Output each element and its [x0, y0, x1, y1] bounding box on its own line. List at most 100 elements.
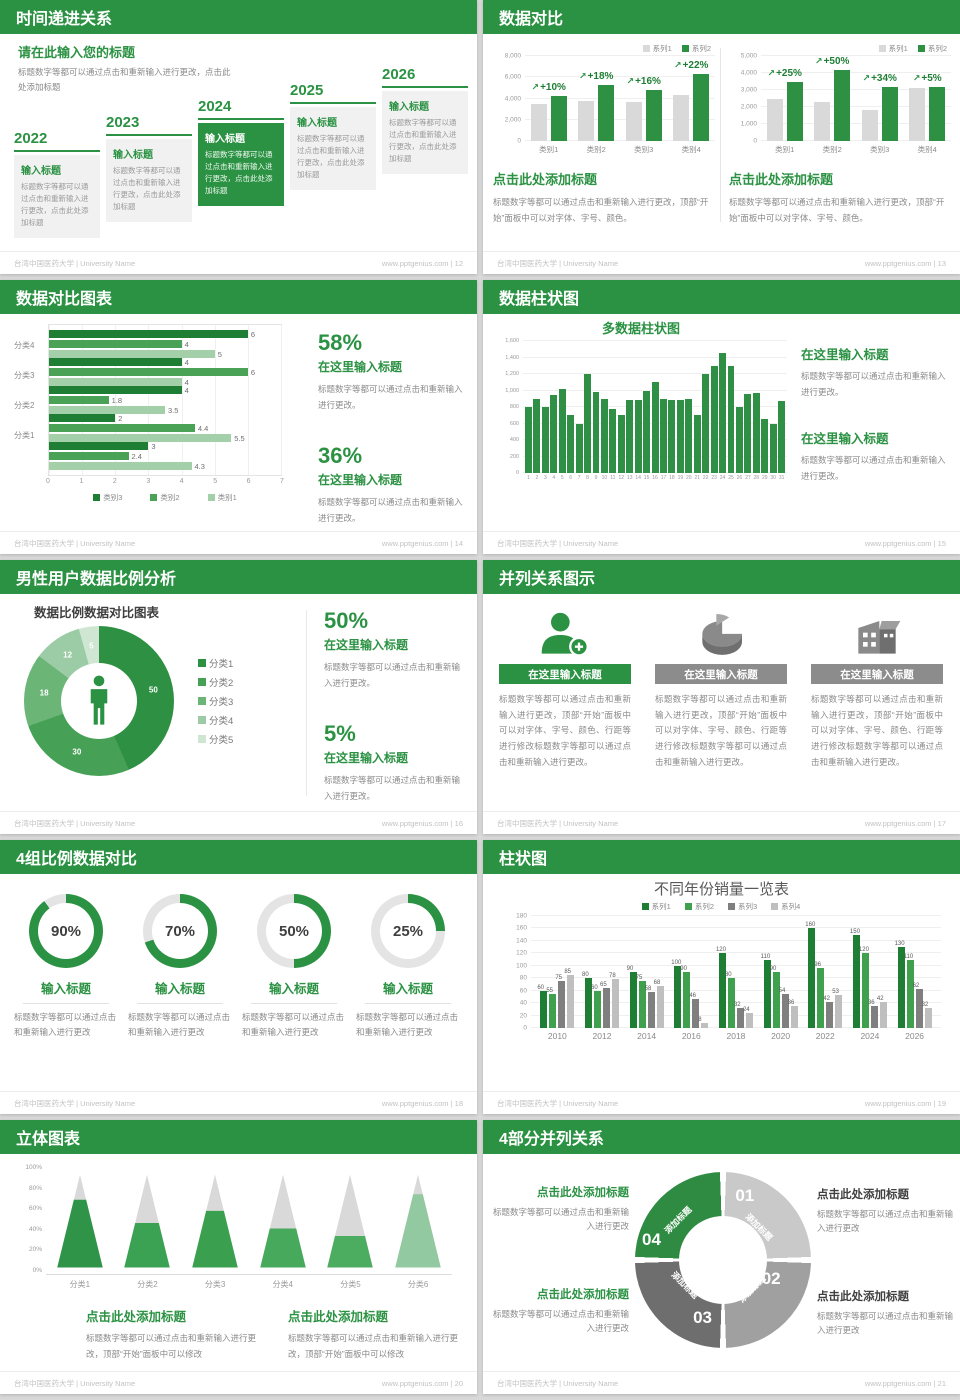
slide-header: 时间递进关系 [0, 0, 477, 34]
timeline-step-2022: 2022 输入标题 标题数字等都可以通过点击和重新输入进行更改，点击此处添加标题 [14, 130, 100, 238]
slide-header: 数据对比图表 [0, 280, 477, 314]
bar-column: 42 [823, 916, 834, 1028]
bar [49, 462, 192, 470]
bar-groups: 60 55 75 85 80 60 65 78 90 75 58 68 100 90 46 8 120 80 32 2… [531, 916, 941, 1028]
slide-title: 数据对比图表 [16, 291, 113, 308]
x-tick: 2020 [771, 1031, 791, 1041]
x-tick: 4 [179, 478, 184, 485]
bar-group: ↗ +50% [809, 56, 857, 141]
legend-label: 分类1 [209, 659, 234, 670]
bar-group: ↗ +18% [573, 56, 621, 141]
slide-title: 4部分并列关系 [499, 1131, 604, 1148]
bar [541, 407, 549, 473]
legend-label: 系列1 [888, 43, 908, 53]
stats-column: 50% 在这里输入标题 标题数字等都可以通过点击和重新输入进行更改。 5% 在这… [324, 608, 462, 805]
slide-column-chart[interactable]: 数据柱状图 多数据柱状图 0 200 400 600 800 1,000 1,200 1,40… [483, 280, 960, 554]
y-tick: 8,000 [504, 52, 521, 60]
slide-title: 数据对比 [499, 11, 564, 28]
bar [906, 959, 914, 1028]
wedge-value: 50 [148, 685, 158, 695]
chart-plot: 0 2,000 4,000 6,000 8,000 ↗ +10% ↗ +18% ↗ +16% ↗ +22… [505, 53, 715, 145]
bar [786, 81, 803, 141]
bar [719, 353, 726, 473]
bar-value: 4 [184, 385, 189, 395]
slide-timeline[interactable]: 时间递进关系 请在此输入您的标题 标题数字等都可以通过点击和重新输入进行更改，点… [0, 0, 477, 274]
up-arrow-icon: ↗ [674, 60, 682, 71]
bar-line: 4.4 [49, 424, 281, 433]
x-tick: 14 [635, 475, 641, 481]
x-tick: 类别2 [822, 145, 842, 154]
y-tick: 0 [523, 1024, 527, 1032]
block-title: 点击此处添加标题 [729, 172, 834, 187]
block-title: 点击此处添加标题 [537, 1289, 629, 1301]
text-block-top-right: 点击此处添加标题 标题数字等都可以通过点击和重新输入进行更改 [817, 1186, 957, 1236]
x-tick: 15 [643, 475, 650, 481]
bar [736, 1008, 744, 1028]
bar-value: 1.8 [111, 395, 123, 405]
x-tick: 分类4 [272, 1280, 294, 1289]
slide-parallel-relation[interactable]: 并列关系图示 在这里输入标题 标题数字等都可以通过点击和重新输入进行更改，顶部“… [483, 560, 960, 834]
bar [692, 999, 700, 1028]
slide-four-parts[interactable]: 4部分并列关系 01 添加标题 02 添加标题 03 添加标题 04 添加标题 点击此处添加标… [483, 1120, 960, 1394]
slide-footer: 台湾中国医药大学 | University Name www.pptgenius… [483, 811, 960, 834]
growth-label: ↗ +22% [674, 60, 708, 71]
slide-cone-chart[interactable]: 立体图表 100% 80% 60% 40% 20% 0% 分类1 分类2 分类3 分类4 分类5 分类… [0, 1120, 477, 1394]
x-tick: 类别4 [681, 145, 701, 154]
bar-groups: ↗ +10% ↗ +18% ↗ +16% ↗ +22% [525, 56, 715, 141]
slide-body: 分类4 分类3 分类2 分类1 6 4 5 4 6 4 4 1.8 3.5 2 4.4 5.5 3 2.4 4.3 0… [0, 314, 477, 532]
y-tick: 4,000 [504, 95, 521, 102]
bar-line: 4 [49, 385, 281, 395]
slide-grouped-bars[interactable]: 柱状图 不同年份销量一览表 系列1 系列2 系列3 系列4 0 20 40 60 80 100 12… [483, 840, 960, 1114]
step-divider [106, 134, 192, 136]
step-year: 2022 [14, 130, 48, 147]
bar-value: 4 [184, 357, 189, 367]
bar [592, 392, 600, 473]
x-tick: 2 [535, 475, 539, 481]
bar-value: 80 [724, 972, 732, 979]
y-tick: 140 [516, 937, 527, 945]
gridline [531, 952, 941, 954]
bar-group: ↗ +25% [761, 56, 809, 141]
legend-swatch [681, 44, 689, 52]
bar [49, 358, 182, 366]
x-tick: 12 [618, 475, 625, 481]
bar-column: 120 [716, 916, 726, 1028]
bar [629, 972, 637, 1028]
x-tick: 2 [112, 478, 117, 485]
growth-text: +34% [871, 72, 897, 84]
bar-value: 55 [546, 987, 554, 994]
column-body: 标题数字等都可以通过点击和重新输入进行更改，顶部“开始”面板中可以对字体、字号、… [499, 694, 631, 767]
slide-ratio-rings[interactable]: 4组比例数据对比 90% 输入标题 标题数字等都可以通过点击和重新输入进行更改 … [0, 840, 477, 1114]
stat-percentage: 50% [324, 608, 369, 633]
step-body: 标题数字等都可以通过点击和重新输入进行更改，点击此处添加标题 [205, 150, 273, 195]
legend-swatch [198, 735, 206, 743]
legend-item: 系列2 [684, 900, 714, 912]
y-tick: 80% [28, 1184, 42, 1192]
step-body: 标题数字等都可以通过点击和重新输入进行更改，点击此处添加标题 [113, 166, 181, 211]
footer-site-page: www.pptgenius.com | 19 [864, 1098, 946, 1108]
timeline-step-2024: 2024 输入标题 标题数字等都可以通过点击和重新输入进行更改，点击此处添加标题 [198, 98, 284, 206]
step-body: 标题数字等都可以通过点击和重新输入进行更改，点击此处添加标题 [21, 182, 89, 227]
parallel-column: 在这里输入标题 标题数字等都可以通过点击和重新输入进行更改，顶部“开始”面板中可… [811, 606, 943, 771]
x-axis-labels: 1 2 3 4 5 6 7 8 9 10 11 12 13 14 15 16 17 18 19 20 21 22 23 24 2… [523, 475, 787, 481]
cone-row [46, 1164, 452, 1275]
bar [879, 1001, 887, 1028]
bar-value: 32 [921, 1002, 929, 1009]
bar [656, 985, 664, 1028]
cone-shape [192, 1174, 238, 1268]
slide-male-ratio[interactable]: 男性用户数据比例分析 数据比例数据对比图表 50 30 18 12 5 分类1 分类2 分类… [0, 560, 477, 834]
bar [808, 928, 816, 1028]
x-tick: 9 [594, 475, 598, 481]
slide-hbar-compare[interactable]: 数据对比图表 分类4 分类3 分类2 分类1 6 4 5 4 6 4 4 1.8 3.5 2 4.4 5.5 3… [0, 280, 477, 554]
text-block-bottom-right: 点击此处添加标题 标题数字等都可以通过点击和重新输入进行更改 [817, 1288, 957, 1338]
step-title: 输入标题 [113, 150, 153, 161]
growth-text: +16% [635, 76, 661, 87]
bar [602, 987, 610, 1028]
cone-shape [124, 1174, 171, 1268]
bar [676, 400, 684, 473]
slide-data-compare[interactable]: 数据对比 系列1 系列2 0 2,000 4,000 6,000 8,000 ↗ +10% ↗ +1… [483, 0, 960, 274]
chart-area: 100% 80% 60% 40% 20% 0% [16, 1164, 452, 1275]
bar-group: ↗ +34% [856, 56, 904, 141]
bar [870, 1005, 878, 1028]
